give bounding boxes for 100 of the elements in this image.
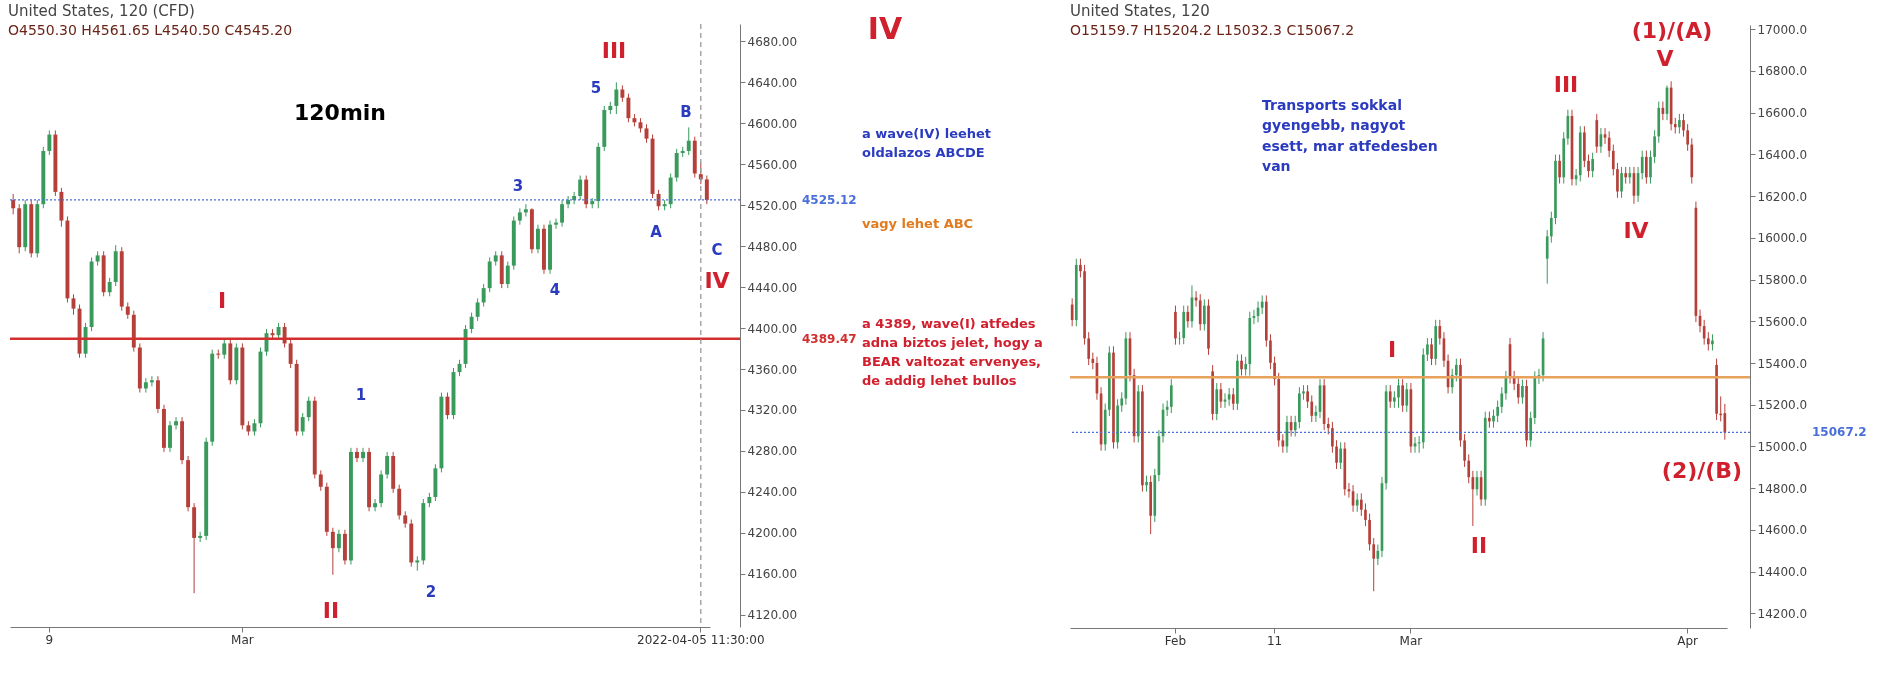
y-tick-label: 4520.00: [747, 198, 798, 213]
candlestick: [143, 377, 148, 394]
candlestick: [1169, 378, 1173, 414]
candlestick: [1616, 162, 1619, 199]
candlestick: [614, 81, 619, 115]
candlestick: [361, 447, 365, 463]
annotation: IV: [1623, 217, 1649, 243]
candlestick: [385, 451, 390, 480]
candlestick: [656, 189, 661, 211]
candlestick: [1649, 150, 1652, 185]
annotation: II: [1470, 532, 1488, 558]
candlestick: [475, 297, 480, 322]
candlestick: [1359, 492, 1363, 517]
candlestick: [481, 283, 486, 308]
annotation: III: [601, 37, 627, 63]
y-tick-label: 4640.00: [747, 75, 798, 90]
candlestick: [1686, 123, 1689, 152]
y-tick-label: 4360.00: [747, 362, 798, 377]
y-tick-label: 4320.00: [747, 403, 798, 418]
y-tick-label: 4160.00: [747, 567, 798, 582]
y-tick-label: 4200.00: [747, 526, 798, 541]
candlestick: [336, 529, 341, 553]
annotation: 1: [355, 386, 367, 404]
candlestick: [1545, 229, 1549, 285]
y-tick-label: 4280.00: [747, 444, 798, 459]
annotation: IV: [704, 267, 730, 293]
y-tick-label: 15000.0: [1757, 439, 1808, 454]
candlestick: [1492, 409, 1495, 429]
candlestick: [306, 396, 311, 422]
candlestick: [1450, 368, 1454, 394]
y-tick-label: 17000.0: [1757, 22, 1808, 37]
annotation: V: [1656, 45, 1674, 71]
annotation: 3: [512, 177, 524, 195]
candlestick: [288, 338, 293, 369]
candlestick: [373, 498, 378, 512]
candlestick: [1231, 387, 1235, 411]
annotation: II: [322, 597, 340, 623]
candlestick: [1454, 358, 1458, 382]
candlestick: [1388, 384, 1392, 409]
candlestick: [1463, 433, 1466, 468]
candlestick: [1281, 433, 1285, 454]
x-tick-label: Feb: [1164, 633, 1187, 648]
candlestick: [535, 224, 540, 254]
candlestick: [11, 193, 16, 215]
candlestick: [1591, 152, 1594, 178]
candlestick: [1306, 384, 1309, 409]
x-tick-label: Mar: [231, 632, 254, 647]
y-tick-label: 4480.00: [747, 239, 798, 254]
candlestick: [1310, 394, 1314, 423]
text: a wave(IV) leehet oldalazos ABCDE: [862, 125, 993, 162]
candlestick: [1240, 353, 1243, 377]
y-tick-label: 14600.0: [1757, 523, 1808, 538]
chart-subtitle: O15159.7 H15204.2 L15032.3 C15067.2: [1070, 22, 1355, 38]
y-tick-label: 16600.0: [1757, 106, 1808, 121]
candlestick: [469, 312, 474, 334]
candlestick: [1120, 391, 1124, 413]
candlestick: [1640, 150, 1644, 180]
annotation: 5: [590, 79, 602, 97]
annotation: (2)/(B): [1661, 457, 1743, 483]
x-tick-label: 9: [45, 632, 54, 647]
candlestick: [222, 338, 227, 360]
annotation: B: [680, 103, 692, 121]
y-tick-label: 16200.0: [1757, 189, 1808, 204]
candlestick: [1467, 453, 1471, 484]
candlestick: [1269, 333, 1272, 370]
text: vagy lehet ABC: [862, 215, 975, 233]
annotation: I: [217, 287, 227, 313]
x-tick-label: 11: [1266, 633, 1283, 648]
candlestick: [1587, 154, 1590, 178]
candlestick: [686, 126, 691, 156]
candlestick: [1355, 492, 1359, 513]
y-tick-label: 15200.0: [1757, 398, 1808, 413]
candlestick: [1405, 382, 1409, 413]
candlestick: [1430, 337, 1433, 366]
candlestick: [1293, 415, 1297, 437]
candlestick: [1079, 258, 1082, 278]
candlestick: [1372, 537, 1376, 592]
candlestick: [1186, 305, 1190, 329]
candlestick: [1512, 370, 1516, 391]
candlestick: [1558, 154, 1561, 185]
candlestick: [1611, 144, 1615, 176]
y-tick-label: 16000.0: [1757, 231, 1808, 246]
candlestick: [554, 218, 558, 230]
candlestick: [523, 203, 528, 217]
candlestick: [1550, 211, 1553, 244]
candlestick: [174, 416, 178, 430]
annotation: A: [650, 223, 662, 241]
annotation: Transports sokkal gyengebb, nagyot esett, mar atfedesben van: [1262, 96, 1439, 176]
candlestick: [47, 129, 52, 156]
candlestick: [1500, 386, 1504, 414]
ref-line-label: 15067.2: [1812, 425, 1867, 440]
text: C: [711, 241, 723, 259]
candlestick: [1682, 113, 1685, 138]
candlestick: [1620, 166, 1623, 199]
candlestick: [149, 375, 154, 387]
candlestick: [1607, 130, 1611, 158]
text: IV: [867, 10, 903, 46]
y-tick-label: 4680.00: [747, 34, 798, 49]
candlestick: [704, 175, 709, 205]
candlestick: [1397, 378, 1400, 409]
